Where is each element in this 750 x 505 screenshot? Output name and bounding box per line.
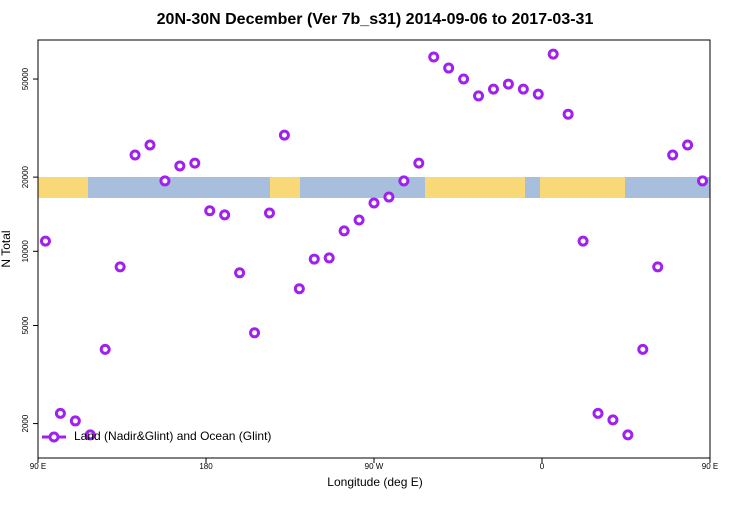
x-axis-label: Longitude (deg E) [327, 475, 422, 489]
data-point [84, 429, 96, 441]
data-point [577, 235, 589, 247]
x-tick-label: 90 W [365, 462, 384, 471]
x-tick-label: 90 E [30, 462, 46, 471]
data-point [249, 327, 261, 339]
data-point [458, 73, 470, 85]
data-point [263, 207, 275, 219]
data-point [532, 88, 544, 100]
data-point [69, 415, 81, 427]
data-point [413, 157, 425, 169]
data-point [622, 429, 634, 441]
data-point [607, 414, 619, 426]
data-point [293, 283, 305, 295]
y-tick-label: 20000 [21, 165, 30, 188]
data-point [114, 261, 126, 273]
data-point [144, 139, 156, 151]
data-point [383, 191, 395, 203]
data-point [443, 62, 455, 74]
plot-frame [37, 39, 711, 459]
data-point [473, 90, 485, 102]
map-strip [38, 177, 710, 198]
data-point [174, 160, 186, 172]
data-point [234, 267, 246, 279]
data-point [487, 83, 499, 95]
legend-label: Land (Nadir&Glint) and Ocean (Glint) [74, 429, 271, 443]
data-point [323, 252, 335, 264]
data-point [189, 157, 201, 169]
data-point [697, 175, 709, 187]
data-point [39, 235, 51, 247]
data-point [204, 205, 216, 217]
data-point [592, 407, 604, 419]
data-point [682, 139, 694, 151]
x-tick-label: 90 E [702, 462, 718, 471]
data-point [99, 343, 111, 355]
x-tick-label: 0 [540, 462, 545, 471]
data-point [547, 48, 559, 60]
y-tick-label: 50000 [21, 67, 30, 90]
y-tick-label: 10000 [21, 240, 30, 263]
data-point [637, 343, 649, 355]
data-point [502, 78, 514, 90]
data-point [428, 51, 440, 63]
y-tick-label: 2000 [21, 414, 30, 432]
data-point [517, 83, 529, 95]
x-tick-label: 180 [199, 462, 213, 471]
chart-title: 20N-30N December (Ver 7b_s31) 2014-09-06… [157, 11, 594, 28]
y-axis-label: N Total [0, 230, 13, 267]
legend-marker [48, 431, 60, 443]
data-point [353, 214, 365, 226]
data-point [562, 108, 574, 120]
data-point [219, 209, 231, 221]
data-point [667, 149, 679, 161]
data-point [54, 407, 66, 419]
data-point [159, 175, 171, 187]
data-point [278, 129, 290, 141]
data-point [129, 149, 141, 161]
data-point [652, 261, 664, 273]
data-point [338, 225, 350, 237]
data-point [368, 197, 380, 209]
data-point [398, 175, 410, 187]
data-point [308, 253, 320, 265]
y-tick-label: 5000 [21, 316, 30, 334]
